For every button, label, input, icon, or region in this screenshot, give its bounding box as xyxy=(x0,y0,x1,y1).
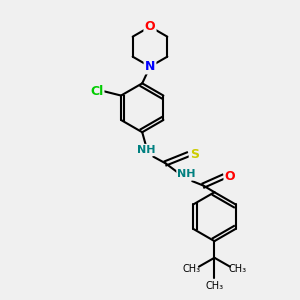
Text: S: S xyxy=(190,148,199,161)
Text: O: O xyxy=(225,170,235,183)
Text: CH₃: CH₃ xyxy=(206,280,224,291)
Text: CH₃: CH₃ xyxy=(229,264,247,274)
Text: N: N xyxy=(145,60,155,73)
Text: Cl: Cl xyxy=(90,85,103,98)
Text: O: O xyxy=(145,20,155,33)
Text: CH₃: CH₃ xyxy=(182,264,200,274)
Text: NH: NH xyxy=(137,145,156,155)
Text: NH: NH xyxy=(177,169,196,179)
